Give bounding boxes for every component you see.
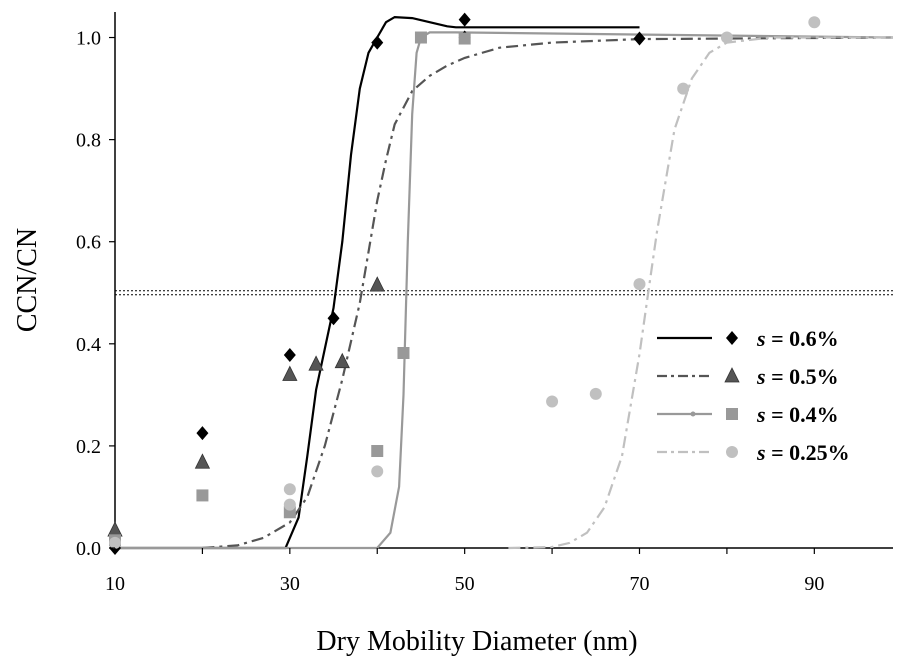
legend-line-dot-series-2 bbox=[690, 411, 696, 417]
y-tick-label: 0.8 bbox=[76, 130, 101, 152]
data-point-series-1 bbox=[308, 355, 324, 371]
legend-label-series-2: s = 0.4% bbox=[756, 402, 839, 427]
data-point-series-3 bbox=[283, 498, 296, 511]
legend-symbol: s bbox=[756, 326, 766, 351]
data-point-series-2 bbox=[397, 346, 410, 359]
data-point-series-3 bbox=[546, 395, 559, 408]
legend-label-series-3: s = 0.25% bbox=[756, 440, 850, 465]
data-point-series-3 bbox=[808, 16, 821, 29]
y-tick-label: 0.4 bbox=[76, 334, 101, 356]
data-point-series-2 bbox=[414, 31, 427, 44]
x-tick-label: 10 bbox=[105, 573, 125, 595]
data-point-series-3 bbox=[677, 82, 690, 95]
data-point-series-2 bbox=[371, 445, 384, 458]
data-point-series-1 bbox=[194, 453, 211, 469]
y-tick-label: 0.2 bbox=[76, 436, 101, 458]
x-axis-title: Dry Mobility Diameter (nm) bbox=[316, 626, 637, 657]
fit-curve-series-3 bbox=[508, 36, 893, 550]
data-point-series-0 bbox=[458, 12, 471, 27]
y-tick-label: 1.0 bbox=[76, 28, 101, 50]
data-point-series-2 bbox=[458, 32, 471, 45]
fit-curve-series-0 bbox=[115, 15, 640, 550]
legend-value: = 0.6% bbox=[766, 326, 839, 351]
fit-curve-series-2 bbox=[115, 31, 894, 550]
x-tick-label: 50 bbox=[455, 573, 475, 595]
x-tick-label: 30 bbox=[280, 573, 300, 595]
data-point-series-0 bbox=[196, 426, 209, 441]
legend-symbol: s bbox=[756, 402, 766, 427]
plot-area bbox=[107, 12, 894, 555]
data-point-series-0 bbox=[633, 31, 646, 46]
legend-value: = 0.25% bbox=[766, 440, 850, 465]
data-point-series-1 bbox=[107, 521, 123, 537]
data-point-series-3 bbox=[109, 536, 121, 549]
data-point-series-3 bbox=[371, 465, 384, 478]
data-point-series-0 bbox=[283, 348, 296, 363]
data-point-series-0 bbox=[327, 311, 340, 326]
fit-curve-series-1 bbox=[202, 36, 894, 550]
legend-marker-series-0 bbox=[726, 331, 738, 345]
y-axis-title: CCN/CN bbox=[12, 228, 43, 332]
data-point-series-1 bbox=[282, 365, 298, 381]
y-tick-label: 0.0 bbox=[76, 538, 101, 560]
x-tick-label: 70 bbox=[629, 573, 649, 595]
data-point-series-0 bbox=[371, 35, 384, 50]
legend-symbol: s bbox=[756, 364, 766, 389]
legend-value: = 0.4% bbox=[766, 402, 839, 427]
data-point-series-3 bbox=[589, 387, 602, 400]
y-tick-label: 0.6 bbox=[76, 232, 101, 254]
data-point-series-2 bbox=[196, 489, 209, 502]
legend-marker-series-1 bbox=[724, 367, 740, 383]
data-point-series-3 bbox=[283, 483, 296, 496]
data-point-series-1 bbox=[369, 276, 385, 292]
data-point-series-3 bbox=[720, 31, 733, 44]
y-axis-ticks: 0.0 0.2 0.4 0.6 0.8 1.0 bbox=[76, 28, 115, 560]
legend-marker-series-3 bbox=[726, 446, 738, 458]
legend: s = 0.6%s = 0.5%s = 0.4%s = 0.25% bbox=[657, 326, 850, 465]
legend-value: = 0.5% bbox=[766, 364, 839, 389]
legend-symbol: s bbox=[756, 440, 766, 465]
legend-label-series-0: s = 0.6% bbox=[756, 326, 839, 351]
data-point-series-3 bbox=[633, 278, 646, 291]
legend-label-series-1: s = 0.5% bbox=[756, 364, 839, 389]
legend-marker-series-2 bbox=[726, 408, 738, 420]
x-axis-ticks: 10 30 50 70 90 bbox=[105, 548, 824, 595]
data-point-series-1 bbox=[334, 352, 350, 369]
x-tick-label: 90 bbox=[804, 573, 824, 595]
